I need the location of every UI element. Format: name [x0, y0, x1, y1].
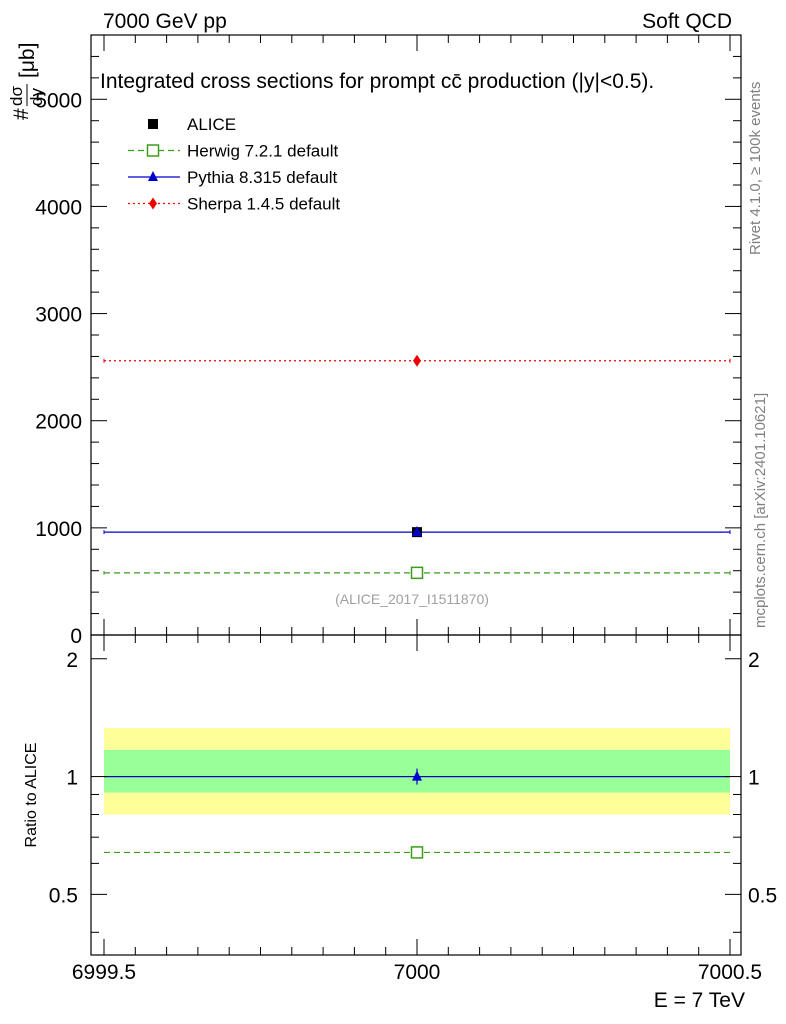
legend-marker-3: [149, 197, 157, 210]
ratio-xtick-label: 7000: [394, 961, 441, 984]
main-marks: [103, 354, 731, 580]
ratio-ytick-label-right: 1: [748, 767, 760, 790]
main-ytick-label: 4000: [35, 196, 82, 219]
main-ticks: 0 1000 2000 3000 4000 5000: [35, 35, 741, 648]
ratio-point-2: [412, 770, 422, 781]
ratio-frame: [90, 634, 742, 956]
main-point-overlay-pythia: [412, 526, 422, 537]
analysis-id: (ALICE_2017_I1511870): [335, 591, 489, 607]
ratio-ytick-label-right: 0.5: [748, 884, 777, 907]
mcplots-label: mcplots.cern.ch [arXiv:2401.10621]: [752, 393, 769, 628]
ratio-ticks: 0.5 0.5 1 1 2 2 6999.5 7000 7000.5: [49, 635, 777, 984]
ratio-point-1: [410, 846, 424, 859]
plot-title: Integrated cross sections for prompt cc̄…: [100, 70, 654, 93]
main-point-3: [413, 354, 421, 367]
legend-label-2: Pythia 8.315 default: [187, 168, 338, 187]
main-point-1: [410, 566, 424, 580]
rivet-label: Rivet 4.1.0, ≥ 100k events: [747, 82, 764, 255]
ylabel-prefix: #: [10, 108, 33, 120]
ylabel-unit: [μb]: [16, 43, 39, 78]
xlabel: E = 7 TeV: [654, 989, 745, 1012]
ratio-panel: 0.5 0.5 1 1 2 2 6999.5 7000 7000.5 Ratio to ALIC…: [23, 634, 777, 1012]
ratio-ytick-label-left: 1: [66, 767, 78, 790]
main-ytick-label: 2000: [35, 411, 82, 434]
legend-label-0: ALICE: [187, 115, 236, 134]
main-ytick-label: 3000: [35, 304, 82, 327]
legend-marker-2: [148, 171, 158, 181]
ratio-marks: [104, 728, 730, 859]
main-ytick-label: 1000: [35, 518, 82, 541]
main-ytick-label: 5000: [35, 89, 82, 112]
ratio-ytick-label-right: 2: [748, 649, 760, 672]
header-right: Soft QCD: [642, 10, 732, 33]
legend-label-3: Sherpa 1.4.5 default: [187, 195, 340, 214]
ratio-ytick-label-left: 2: [66, 649, 78, 672]
ratio-ytick-label-left: 0.5: [49, 884, 78, 907]
main-ytick-label: 0: [70, 625, 82, 648]
legend-marker-1: [146, 144, 160, 157]
legend-marker-0: [148, 119, 158, 129]
main-panel: 0 1000 2000 3000 4000 5000 Integrated cross s…: [7, 34, 742, 648]
ratio-xtick-label: 7000.5: [698, 961, 762, 984]
main-ylabel: # dσ dy [μb]: [7, 43, 46, 120]
ylabel-numerator: dσ: [7, 86, 26, 106]
header-left: 7000 GeV pp: [103, 10, 227, 33]
ratio-xtick-label: 6999.5: [72, 961, 136, 984]
legend-label-1: Herwig 7.2.1 default: [187, 142, 338, 161]
ylabel-denominator: dy: [27, 88, 46, 106]
legend: ALICE Herwig 7.2.1 default Pythia 8.315 de…: [128, 115, 340, 214]
ratio-ylabel: Ratio to ALICE: [23, 743, 40, 848]
